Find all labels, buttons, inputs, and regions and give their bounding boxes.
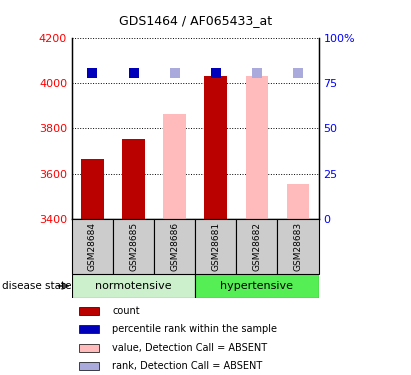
- Text: GSM28682: GSM28682: [252, 222, 261, 271]
- Bar: [79, 344, 99, 352]
- Bar: [163, 114, 186, 219]
- Bar: [195, 219, 236, 274]
- Point: [254, 70, 260, 76]
- Point: [171, 70, 178, 76]
- Bar: [113, 219, 154, 274]
- Text: disease state: disease state: [2, 281, 72, 291]
- Text: count: count: [112, 306, 140, 316]
- Text: GSM28686: GSM28686: [170, 222, 179, 271]
- Text: GSM28681: GSM28681: [211, 222, 220, 271]
- Bar: [72, 274, 195, 298]
- Text: rank, Detection Call = ABSENT: rank, Detection Call = ABSENT: [112, 361, 263, 371]
- Point: [89, 70, 96, 76]
- Bar: [205, 76, 227, 219]
- Text: GDS1464 / AF065433_at: GDS1464 / AF065433_at: [119, 14, 272, 27]
- Text: hypertensive: hypertensive: [220, 281, 293, 291]
- Bar: [81, 159, 104, 219]
- Text: GSM28683: GSM28683: [293, 222, 302, 271]
- Bar: [286, 184, 309, 219]
- Text: GSM28684: GSM28684: [88, 222, 97, 271]
- Text: GSM28685: GSM28685: [129, 222, 138, 271]
- Point: [130, 70, 137, 76]
- Text: percentile rank within the sample: percentile rank within the sample: [112, 324, 277, 334]
- Bar: [122, 139, 145, 219]
- Bar: [79, 362, 99, 370]
- Bar: [154, 219, 195, 274]
- Bar: [72, 219, 113, 274]
- Bar: [195, 274, 319, 298]
- Bar: [79, 307, 99, 315]
- Point: [295, 70, 301, 76]
- Bar: [236, 219, 277, 274]
- Text: normotensive: normotensive: [95, 281, 172, 291]
- Bar: [245, 76, 268, 219]
- Point: [212, 70, 219, 76]
- Bar: [79, 325, 99, 333]
- Text: value, Detection Call = ABSENT: value, Detection Call = ABSENT: [112, 343, 268, 352]
- Bar: [277, 219, 319, 274]
